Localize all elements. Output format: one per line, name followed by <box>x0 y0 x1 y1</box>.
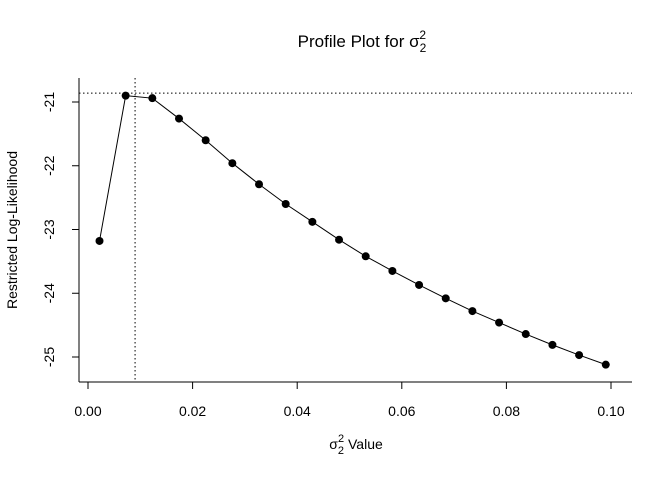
data-point <box>441 294 450 303</box>
data-point <box>468 307 477 316</box>
x-axis-label-symbol: σ <box>329 436 338 452</box>
data-point <box>388 266 397 275</box>
x-axis-label-superscript: 2 <box>338 433 344 445</box>
y-tick-label: -24 <box>41 283 57 303</box>
data-point <box>521 330 530 339</box>
data-point <box>175 114 184 123</box>
data-point <box>255 180 264 189</box>
x-tick-label: 0.04 <box>284 403 311 419</box>
x-tick-label: 0.08 <box>493 403 520 419</box>
chart-title-superscript: 2 <box>419 28 426 42</box>
y-axis-label: Restricted Log-Likelihood <box>4 151 20 309</box>
series-line <box>99 95 606 366</box>
data-point <box>361 252 370 261</box>
data-point <box>495 318 504 327</box>
data-point <box>228 159 237 168</box>
data-point <box>548 340 557 349</box>
chart-title-text: Profile Plot for σ <box>298 32 420 51</box>
data-point <box>201 136 210 145</box>
data-point <box>575 351 584 360</box>
data-point <box>121 91 130 100</box>
data-point <box>335 235 344 244</box>
plot-frame <box>79 78 632 382</box>
x-axis-label-text: Value <box>344 436 383 452</box>
plot-area <box>79 78 632 382</box>
y-tick-label: -23 <box>41 219 57 239</box>
y-tick-label: -21 <box>41 92 57 112</box>
y-tick-label: -25 <box>41 347 57 367</box>
x-tick-label: 0.00 <box>74 403 101 419</box>
x-tick-label: 0.10 <box>597 403 624 419</box>
chart-title-subscript: 2 <box>420 41 427 55</box>
x-tick-label: 0.02 <box>179 403 206 419</box>
y-tick-label: -22 <box>41 155 57 175</box>
axes: 0.00 0.02 0.04 0.06 0.08 0.10 -21 -22 -23 -24 -25 <box>41 78 632 419</box>
chart-title: Profile Plot for σ22 <box>298 28 427 55</box>
data-point <box>415 280 424 289</box>
data-point <box>148 94 157 103</box>
x-axis-label-subscript: 2 <box>338 445 344 457</box>
x-axis-label: σ22 Value <box>329 433 383 457</box>
x-tick-label: 0.06 <box>388 403 415 419</box>
data-point <box>281 200 290 208</box>
data-point <box>601 360 610 369</box>
data-point <box>95 236 104 245</box>
data-point <box>308 217 317 226</box>
